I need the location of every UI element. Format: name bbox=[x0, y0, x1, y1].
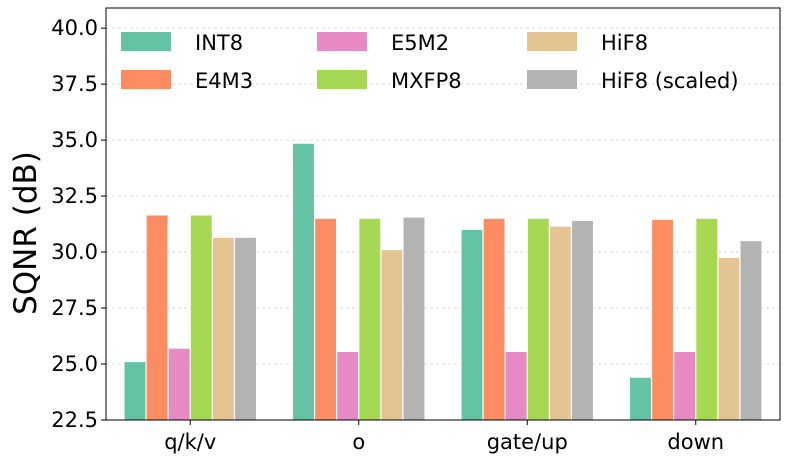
legend-swatch bbox=[121, 32, 171, 51]
legend: INT8 E4M3 E5M2 MXFP8 HiF8 HiF8 (scaled) bbox=[121, 31, 739, 93]
bar bbox=[483, 218, 506, 421]
bar bbox=[190, 214, 213, 421]
bar bbox=[460, 229, 484, 421]
y-tick-label: 30.0 bbox=[51, 240, 98, 264]
y-tick-label: 37.5 bbox=[51, 72, 98, 96]
legend-swatch bbox=[527, 70, 577, 89]
legend-swatch bbox=[121, 70, 171, 89]
bar bbox=[739, 240, 763, 421]
legend-label: E4M3 bbox=[195, 69, 253, 93]
bar bbox=[505, 351, 528, 421]
bar bbox=[380, 249, 403, 421]
legend-label: HiF8 bbox=[601, 31, 648, 55]
bar bbox=[717, 257, 740, 421]
bar bbox=[146, 214, 169, 421]
bar bbox=[651, 219, 674, 421]
x-tick-label: down bbox=[667, 430, 724, 454]
legend-swatch bbox=[317, 70, 367, 89]
bar bbox=[527, 218, 550, 421]
bar bbox=[402, 217, 426, 421]
bar bbox=[234, 237, 257, 421]
x-tick-label: q/k/v bbox=[164, 430, 216, 454]
y-tick-label: 35.0 bbox=[51, 128, 98, 152]
y-tick-label: 40.0 bbox=[51, 16, 98, 40]
bar bbox=[212, 237, 235, 421]
y-tick-label: 25.0 bbox=[51, 352, 98, 376]
bar bbox=[549, 226, 572, 421]
plot-frame bbox=[105, 7, 781, 421]
bar bbox=[292, 143, 315, 421]
bar bbox=[695, 218, 718, 421]
legend-swatch bbox=[317, 32, 367, 51]
x-tick-label: gate/up bbox=[487, 430, 568, 454]
legend-swatch bbox=[527, 32, 577, 51]
bar bbox=[123, 361, 147, 421]
bar bbox=[336, 351, 359, 421]
legend-label: MXFP8 bbox=[391, 69, 462, 93]
bar bbox=[168, 348, 191, 421]
x-tick-label: o bbox=[352, 430, 365, 454]
y-axis-label: SQNR (dB) bbox=[8, 151, 44, 315]
y-tick-label: 32.5 bbox=[51, 184, 98, 208]
legend-label: HiF8 (scaled) bbox=[601, 69, 739, 93]
y-axis-ticks: 22.5 25.0 27.5 30.0 32.5 35.0 37.5 40.0 bbox=[51, 16, 106, 432]
legend-label: INT8 bbox=[195, 31, 243, 55]
y-tick-label: 22.5 bbox=[51, 408, 98, 432]
bar bbox=[571, 220, 594, 421]
y-tick-label: 27.5 bbox=[51, 296, 98, 320]
bar bbox=[629, 377, 652, 421]
x-axis-ticks: q/k/v o gate/up down bbox=[164, 420, 724, 454]
bar bbox=[358, 218, 381, 421]
bar bbox=[314, 218, 337, 421]
bars bbox=[123, 143, 763, 421]
bar bbox=[673, 351, 696, 421]
legend-label: E5M2 bbox=[391, 31, 449, 55]
